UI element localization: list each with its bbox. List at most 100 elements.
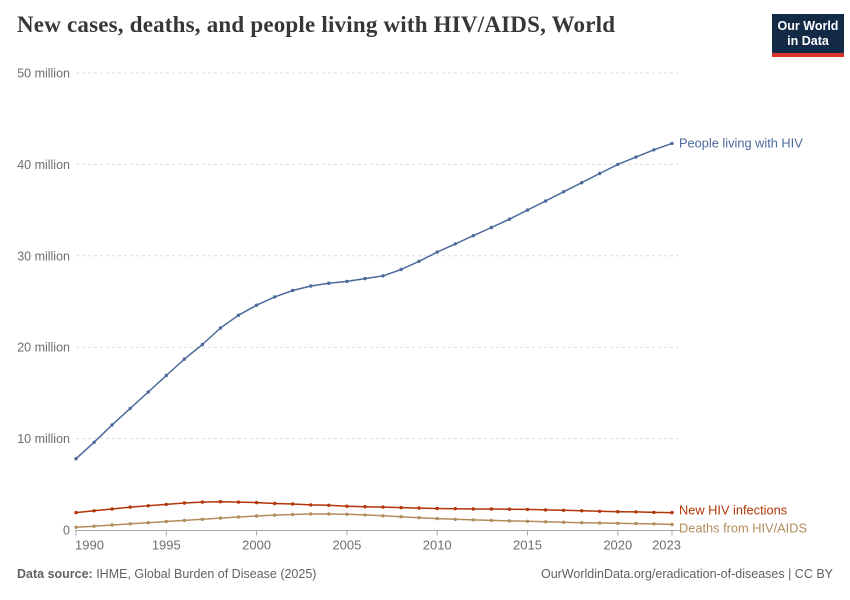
data-point-new-hiv-infections[interactable]: [236, 500, 241, 504]
data-point-deaths-from-hiv-aids[interactable]: [291, 512, 295, 517]
data-point-people-living-with-hiv[interactable]: [507, 217, 512, 221]
data-point-people-living-with-hiv[interactable]: [200, 342, 205, 347]
data-point-new-hiv-infections[interactable]: [598, 509, 602, 513]
data-point-deaths-from-hiv-aids[interactable]: [543, 520, 548, 524]
data-point-people-living-with-hiv[interactable]: [182, 357, 187, 361]
data-point-deaths-from-hiv-aids[interactable]: [525, 519, 530, 523]
data-point-deaths-from-hiv-aids[interactable]: [417, 516, 421, 520]
data-point-deaths-from-hiv-aids[interactable]: [92, 524, 96, 528]
data-point-new-hiv-infections[interactable]: [254, 500, 259, 505]
data-point-new-hiv-infections[interactable]: [489, 507, 494, 511]
data-point-deaths-from-hiv-aids[interactable]: [309, 512, 313, 516]
data-point-people-living-with-hiv[interactable]: [561, 190, 566, 194]
data-point-new-hiv-infections[interactable]: [128, 505, 132, 509]
data-point-new-hiv-infections[interactable]: [309, 503, 313, 507]
data-point-deaths-from-hiv-aids[interactable]: [128, 522, 132, 526]
data-point-new-hiv-infections[interactable]: [417, 506, 421, 510]
data-point-deaths-from-hiv-aids[interactable]: [616, 521, 620, 525]
data-point-deaths-from-hiv-aids[interactable]: [164, 519, 168, 524]
data-point-deaths-from-hiv-aids[interactable]: [580, 521, 584, 525]
data-point-people-living-with-hiv[interactable]: [417, 259, 421, 263]
data-point-new-hiv-infections[interactable]: [363, 505, 367, 509]
data-point-new-hiv-infections[interactable]: [200, 500, 205, 504]
data-point-deaths-from-hiv-aids[interactable]: [561, 520, 566, 524]
data-point-people-living-with-hiv[interactable]: [652, 148, 656, 152]
data-point-deaths-from-hiv-aids[interactable]: [236, 515, 241, 519]
data-point-deaths-from-hiv-aids[interactable]: [598, 521, 602, 525]
data-point-new-hiv-infections[interactable]: [399, 505, 403, 510]
data-point-deaths-from-hiv-aids[interactable]: [399, 515, 403, 519]
data-point-deaths-from-hiv-aids[interactable]: [273, 513, 277, 517]
data-point-new-hiv-infections[interactable]: [182, 501, 187, 505]
data-point-people-living-with-hiv[interactable]: [291, 288, 295, 293]
data-point-deaths-from-hiv-aids[interactable]: [435, 516, 439, 521]
data-point-deaths-from-hiv-aids[interactable]: [507, 519, 512, 523]
data-point-new-hiv-infections[interactable]: [218, 500, 223, 504]
data-point-new-hiv-infections[interactable]: [507, 507, 512, 511]
data-point-deaths-from-hiv-aids[interactable]: [489, 518, 494, 523]
data-point-new-hiv-infections[interactable]: [471, 507, 475, 511]
data-point-deaths-from-hiv-aids[interactable]: [345, 512, 349, 516]
data-point-deaths-from-hiv-aids[interactable]: [670, 522, 674, 527]
data-point-deaths-from-hiv-aids[interactable]: [381, 514, 385, 518]
data-point-deaths-from-hiv-aids[interactable]: [110, 523, 114, 527]
data-point-deaths-from-hiv-aids[interactable]: [146, 521, 150, 525]
data-point-people-living-with-hiv[interactable]: [74, 457, 78, 461]
series-label-new-hiv-infections[interactable]: New HIV infections: [679, 503, 787, 518]
data-point-new-hiv-infections[interactable]: [164, 502, 168, 507]
attribution-link[interactable]: OurWorldinData.org/eradication-of-diseas…: [540, 567, 833, 581]
data-point-deaths-from-hiv-aids[interactable]: [453, 517, 457, 521]
data-point-people-living-with-hiv[interactable]: [110, 423, 114, 427]
data-point-new-hiv-infections[interactable]: [580, 509, 584, 513]
data-point-people-living-with-hiv[interactable]: [580, 181, 584, 185]
data-point-people-living-with-hiv[interactable]: [381, 274, 385, 278]
data-point-deaths-from-hiv-aids[interactable]: [200, 517, 205, 521]
data-point-people-living-with-hiv[interactable]: [218, 326, 223, 330]
data-point-people-living-with-hiv[interactable]: [670, 141, 674, 146]
data-point-people-living-with-hiv[interactable]: [236, 313, 241, 317]
data-point-people-living-with-hiv[interactable]: [489, 225, 494, 230]
data-point-new-hiv-infections[interactable]: [74, 510, 78, 515]
data-point-people-living-with-hiv[interactable]: [616, 162, 620, 167]
data-point-deaths-from-hiv-aids[interactable]: [471, 518, 475, 522]
series-label-people-living-with-hiv[interactable]: People living with HIV: [679, 135, 803, 150]
data-point-deaths-from-hiv-aids[interactable]: [327, 512, 331, 516]
data-point-new-hiv-infections[interactable]: [652, 510, 656, 515]
data-point-deaths-from-hiv-aids[interactable]: [218, 516, 223, 520]
data-point-new-hiv-infections[interactable]: [453, 507, 457, 511]
data-point-new-hiv-infections[interactable]: [381, 505, 385, 509]
data-point-people-living-with-hiv[interactable]: [543, 199, 548, 203]
data-point-deaths-from-hiv-aids[interactable]: [74, 525, 78, 529]
data-point-people-living-with-hiv[interactable]: [634, 155, 638, 159]
data-point-people-living-with-hiv[interactable]: [309, 284, 313, 288]
data-point-new-hiv-infections[interactable]: [291, 502, 295, 506]
data-point-new-hiv-infections[interactable]: [146, 504, 150, 508]
data-point-new-hiv-infections[interactable]: [92, 509, 96, 513]
data-point-new-hiv-infections[interactable]: [670, 510, 674, 515]
data-point-new-hiv-infections[interactable]: [345, 504, 349, 508]
data-point-new-hiv-infections[interactable]: [543, 508, 548, 512]
data-point-deaths-from-hiv-aids[interactable]: [634, 521, 638, 526]
data-point-new-hiv-infections[interactable]: [561, 508, 566, 512]
data-point-new-hiv-infections[interactable]: [273, 501, 277, 506]
data-point-deaths-from-hiv-aids[interactable]: [254, 514, 259, 518]
data-point-people-living-with-hiv[interactable]: [363, 276, 367, 281]
data-point-deaths-from-hiv-aids[interactable]: [363, 513, 367, 517]
data-point-people-living-with-hiv[interactable]: [345, 279, 349, 284]
series-line-people-living-with-hiv[interactable]: [75, 142, 673, 460]
data-point-new-hiv-infections[interactable]: [110, 507, 114, 511]
data-point-people-living-with-hiv[interactable]: [273, 295, 277, 299]
data-point-people-living-with-hiv[interactable]: [598, 171, 602, 176]
data-point-new-hiv-infections[interactable]: [327, 503, 331, 507]
data-point-people-living-with-hiv[interactable]: [92, 440, 96, 444]
data-point-people-living-with-hiv[interactable]: [471, 234, 475, 238]
owid-logo[interactable]: Our World in Data: [772, 14, 844, 57]
series-label-deaths-from-hiv-aids[interactable]: Deaths from HIV/AIDS: [679, 521, 807, 536]
data-point-people-living-with-hiv[interactable]: [525, 208, 530, 212]
data-point-deaths-from-hiv-aids[interactable]: [182, 518, 187, 523]
data-point-people-living-with-hiv[interactable]: [164, 373, 168, 378]
data-point-new-hiv-infections[interactable]: [525, 507, 530, 512]
data-point-new-hiv-infections[interactable]: [634, 510, 638, 514]
data-point-people-living-with-hiv[interactable]: [146, 390, 150, 394]
data-point-people-living-with-hiv[interactable]: [399, 267, 403, 272]
